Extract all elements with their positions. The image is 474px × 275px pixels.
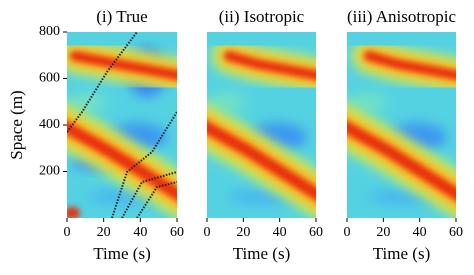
heatmap-patch [67,207,80,218]
x-axis-label: Time (s) [373,244,430,263]
heatmap-patch [207,92,247,112]
trajectory [111,111,177,218]
x-tick-label: 0 [344,225,351,240]
x-axis-label: Time (s) [233,244,290,263]
panel-title: (i) True [96,7,147,26]
x-tick-label: 40 [133,225,147,240]
y-tick-label: 600 [39,71,60,86]
x-tick-label: 0 [64,225,71,240]
x-tick-label: 40 [413,225,427,240]
heatmap-band [207,120,316,201]
trajectory [136,181,177,218]
x-axis-label: Time (s) [93,244,150,263]
x-tick-label: 20 [236,225,250,240]
x-tick-label: 60 [449,225,463,240]
y-tick-label: 200 [39,164,60,179]
panel-title: (iii) Anisotropic [347,7,457,26]
trajectory [67,32,138,133]
x-tick-label: 0 [204,225,211,240]
x-tick-label: 40 [273,225,287,240]
heatmap-patch [347,92,387,112]
x-tick-label: 60 [309,225,323,240]
heatmap-band [364,51,456,81]
heatmap [207,32,316,218]
y-axis-label: Space (m) [7,90,26,159]
heatmap-band [347,120,456,201]
heatmap [67,32,177,218]
heatmap-patch [67,92,107,112]
heatmap-band [70,51,177,81]
heatmap [347,32,456,218]
x-tick-label: 60 [170,225,184,240]
y-tick-label: 800 [39,24,60,39]
x-tick-label: 20 [376,225,390,240]
x-tick-label: 20 [97,225,111,240]
heatmap-band [67,120,177,201]
panel-title: (ii) Isotropic [219,7,305,26]
y-tick-label: 400 [39,117,60,132]
heatmap-band [224,51,316,81]
